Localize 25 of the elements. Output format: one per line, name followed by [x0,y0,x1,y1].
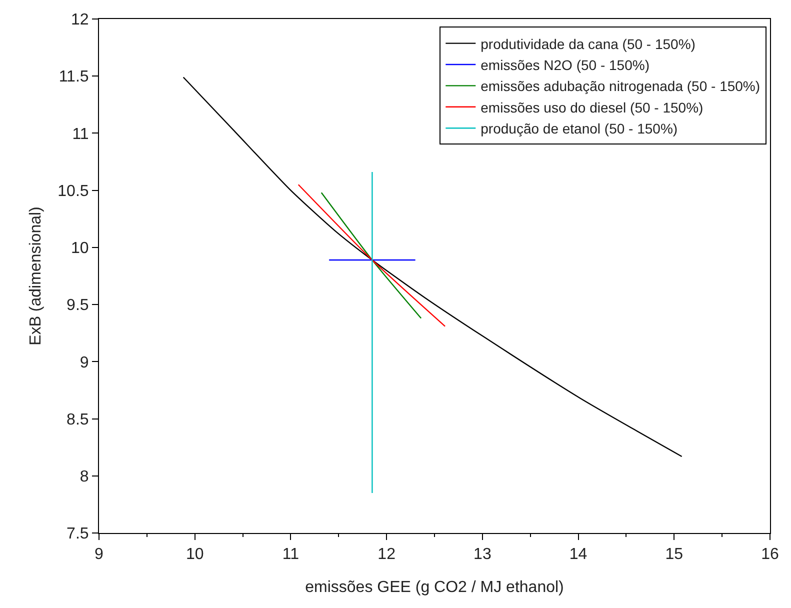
x-tick-label: 15 [665,546,684,564]
x-tick-label: 10 [186,546,204,564]
x-tick-label: 14 [569,546,588,564]
y-tick-label: 11 [72,126,89,143]
y-tick-label: 12 [71,12,89,29]
y-tick-label: 8.5 [66,411,89,428]
x-axis-title: emissões GEE (g CO2 / MJ ethanol) [305,578,564,596]
y-tick-label: 8 [80,468,89,486]
y-axis-title: ExB (adimensional) [28,206,45,346]
legend-label: emissões N2O (50 - 150%) [480,56,650,73]
x-tick-label: 11 [282,546,300,564]
legend-label: produção de etanol (50 - 150%) [480,120,678,137]
y-tick-label: 7.5 [66,526,89,543]
x-tick-label: 9 [94,546,104,564]
y-tick-label: 9.5 [66,297,89,314]
y-tick-label: 10 [71,240,89,258]
x-tick-label: 12 [378,546,396,564]
legend-label: produtividade da cana (50 - 150%) [480,36,696,52]
y-tick-label: 9 [80,354,89,372]
x-tick-label: 13 [474,546,492,564]
legend-label: emissões adubação nitrogenada (50 - 150%) [480,78,760,94]
legend-label: emissões uso do diesel (50 - 150%) [480,99,704,116]
y-tick-label: 10.5 [58,182,89,200]
x-tick-label: 16 [761,546,779,564]
y-tick-label: 11.5 [58,68,89,86]
